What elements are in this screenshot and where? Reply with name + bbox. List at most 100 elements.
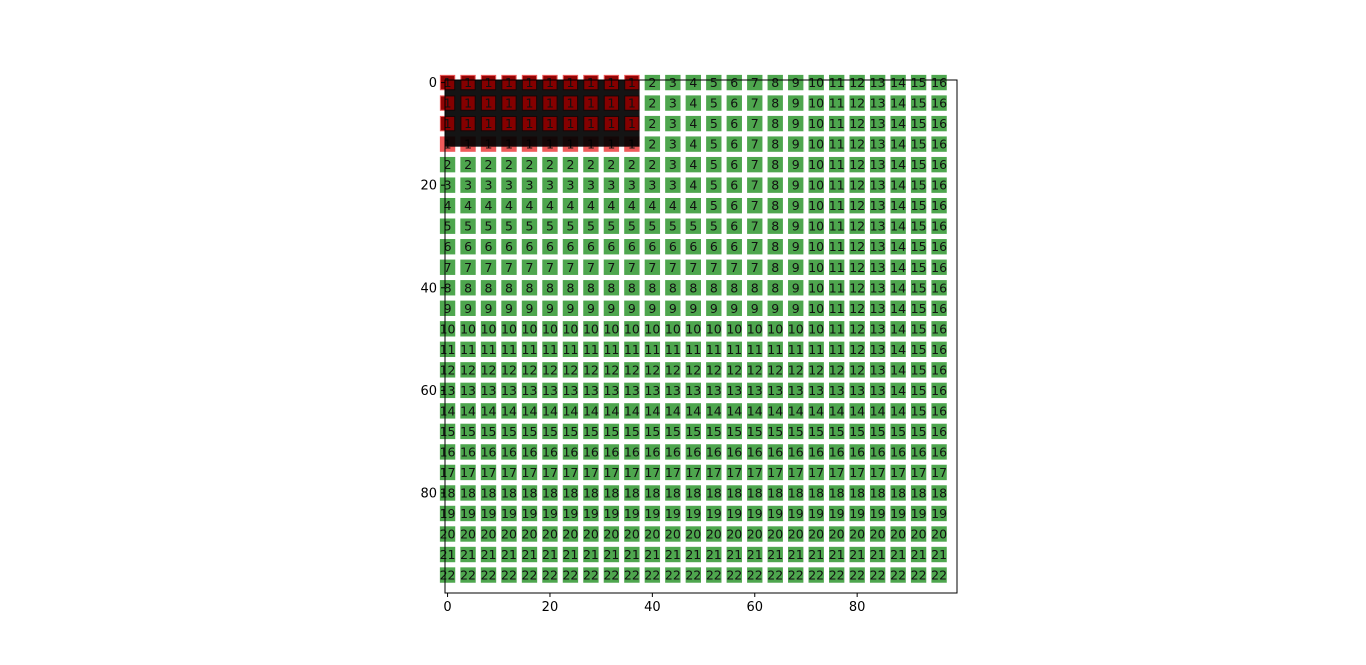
heatmap-cell xyxy=(788,74,804,91)
cell-value-label: 9 xyxy=(792,157,800,172)
heatmap-cell xyxy=(685,74,701,91)
heatmap-cell xyxy=(521,280,538,296)
overlay-cell-label: 1 xyxy=(628,75,636,90)
overlay-cell-label: 1 xyxy=(505,96,513,111)
cell-value-label: 10 xyxy=(603,321,619,336)
cell-value-label: 11 xyxy=(829,260,845,275)
cell-value-label: 14 xyxy=(870,403,886,418)
cell-value-label: 18 xyxy=(624,485,640,500)
cell-value-label: 19 xyxy=(849,506,865,521)
cell-value-label: 18 xyxy=(890,485,906,500)
cell-value-label: 21 xyxy=(870,547,886,562)
heatmap-cell xyxy=(665,239,681,255)
cell-value-label: 17 xyxy=(685,465,701,480)
cell-value-label: 16 xyxy=(931,321,947,336)
heatmap-cell xyxy=(726,485,742,501)
heatmap-cell xyxy=(685,526,701,542)
heatmap-cell xyxy=(931,239,947,255)
heatmap-cell xyxy=(562,218,579,234)
cell-value-label: 6 xyxy=(730,157,738,172)
cell-value-label: 20 xyxy=(767,527,783,542)
heatmap-cell xyxy=(685,505,701,522)
heatmap-cell xyxy=(788,485,804,501)
heatmap-cell xyxy=(808,444,824,460)
heatmap-cell xyxy=(931,218,947,234)
heatmap-cell xyxy=(501,197,517,214)
cell-value-label: 6 xyxy=(607,239,615,254)
cell-value-label: 7 xyxy=(587,260,595,275)
heatmap-cell xyxy=(480,567,497,583)
heatmap-cell xyxy=(480,382,497,399)
cell-value-label: 9 xyxy=(526,301,534,316)
heatmap-cell xyxy=(890,197,906,214)
overlay-cell-label: 1 xyxy=(485,116,493,131)
cell-value-label: 22 xyxy=(481,568,497,583)
cell-value-label: 22 xyxy=(767,568,783,583)
heatmap-cell xyxy=(460,403,476,419)
heatmap-cell xyxy=(665,567,681,583)
heatmap-cell xyxy=(931,321,947,337)
heatmap-cell xyxy=(849,197,865,214)
heatmap-cell xyxy=(767,239,783,255)
heatmap-cell xyxy=(849,546,865,563)
heatmap-cell xyxy=(644,526,661,542)
heatmap-cell xyxy=(562,567,579,583)
cell-value-label: 5 xyxy=(607,219,615,234)
heatmap-cell xyxy=(644,300,661,316)
heatmap-cell xyxy=(747,115,763,132)
heatmap-cell xyxy=(542,177,558,193)
heatmap-cell xyxy=(665,505,681,522)
overlay-cell xyxy=(625,96,639,110)
heatmap-cell xyxy=(521,218,538,234)
heatmap-cell xyxy=(931,403,947,419)
heatmap-cell xyxy=(624,218,640,234)
heatmap-cell xyxy=(869,259,886,275)
heatmap-cell xyxy=(829,485,845,501)
heatmap-cell xyxy=(788,197,804,214)
heatmap-cell xyxy=(829,280,845,296)
cell-value-label: 11 xyxy=(706,342,722,357)
cell-value-label: 19 xyxy=(870,506,886,521)
cell-value-label: 10 xyxy=(808,321,824,336)
heatmap-cell xyxy=(808,321,824,337)
cell-value-label: 11 xyxy=(829,342,845,357)
heatmap-cell xyxy=(439,485,456,501)
cell-value-label: 2 xyxy=(485,157,493,172)
heatmap-cell xyxy=(665,74,681,91)
heatmap-cell xyxy=(849,300,865,316)
cell-value-label: 19 xyxy=(481,506,497,521)
cell-value-label: 7 xyxy=(751,178,759,193)
cell-value-label: 8 xyxy=(771,178,779,193)
cell-value-label: 11 xyxy=(603,342,619,357)
heatmap-cell xyxy=(808,95,824,111)
heatmap-cell xyxy=(808,259,824,275)
cell-value-label: 21 xyxy=(829,547,845,562)
overlay-cell xyxy=(563,75,578,90)
cell-value-label: 4 xyxy=(689,157,697,172)
cell-value-label: 14 xyxy=(583,403,599,418)
heatmap-cell xyxy=(931,259,947,275)
heatmap-cell xyxy=(931,197,947,214)
cell-value-label: 11 xyxy=(829,280,845,295)
heatmap-cell xyxy=(460,362,476,378)
heatmap-cell xyxy=(706,218,722,234)
heatmap-cell xyxy=(624,546,640,563)
heatmap-cell xyxy=(890,546,906,563)
heatmap-cell xyxy=(665,546,681,563)
cell-value-label: 10 xyxy=(665,321,681,336)
heatmap-cell xyxy=(521,156,538,173)
heatmap-cell xyxy=(583,259,599,275)
heatmap-cell xyxy=(829,567,845,583)
cell-value-label: 12 xyxy=(849,321,865,336)
heatmap-cell xyxy=(542,403,558,419)
heatmap-cell xyxy=(808,177,824,193)
overlay-cell xyxy=(522,96,537,110)
heatmap-cell xyxy=(726,95,742,111)
cell-value-label: 13 xyxy=(562,383,578,398)
cell-value-label: 3 xyxy=(464,178,472,193)
heatmap-cell xyxy=(829,403,845,419)
overlay-cell-label: 1 xyxy=(546,116,554,131)
cell-value-label: 15 xyxy=(440,424,456,439)
overlay-cell xyxy=(481,116,496,131)
heatmap-cell xyxy=(849,403,865,419)
